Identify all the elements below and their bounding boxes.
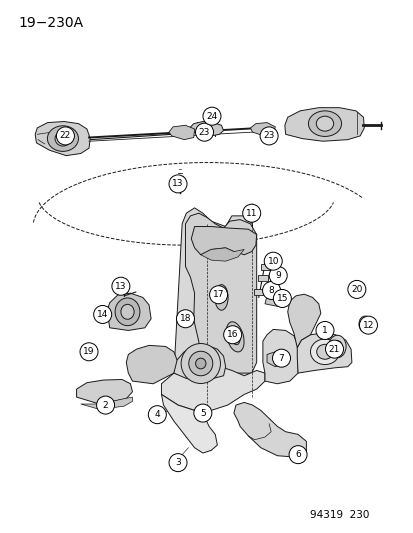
- Polygon shape: [189, 122, 223, 136]
- Polygon shape: [161, 394, 217, 453]
- FancyBboxPatch shape: [254, 289, 263, 295]
- Polygon shape: [262, 329, 297, 384]
- Ellipse shape: [316, 344, 332, 359]
- Text: 4: 4: [154, 410, 160, 419]
- Circle shape: [93, 305, 112, 324]
- Polygon shape: [287, 294, 320, 348]
- Text: 20: 20: [350, 285, 362, 294]
- Ellipse shape: [358, 316, 370, 332]
- Polygon shape: [297, 333, 351, 373]
- Polygon shape: [169, 125, 194, 140]
- Polygon shape: [250, 123, 275, 136]
- Text: 19−230A: 19−230A: [18, 16, 83, 30]
- Text: 13: 13: [115, 282, 126, 290]
- Circle shape: [273, 289, 291, 308]
- Circle shape: [263, 252, 282, 270]
- Circle shape: [259, 127, 278, 145]
- Polygon shape: [76, 379, 132, 404]
- Ellipse shape: [47, 126, 78, 151]
- Text: 17: 17: [212, 290, 224, 299]
- Polygon shape: [266, 352, 283, 367]
- Ellipse shape: [214, 285, 228, 310]
- Ellipse shape: [316, 116, 333, 131]
- Circle shape: [169, 454, 187, 472]
- Circle shape: [56, 127, 74, 145]
- Text: 21: 21: [328, 345, 339, 353]
- Circle shape: [169, 175, 187, 193]
- Text: 1: 1: [321, 326, 327, 335]
- Text: 23: 23: [263, 132, 274, 140]
- Ellipse shape: [121, 304, 134, 319]
- Circle shape: [288, 446, 306, 464]
- Circle shape: [358, 316, 377, 334]
- Text: 3: 3: [175, 458, 180, 467]
- Circle shape: [148, 406, 166, 424]
- Circle shape: [268, 266, 287, 285]
- Ellipse shape: [188, 351, 212, 376]
- FancyBboxPatch shape: [261, 263, 271, 270]
- Text: 19: 19: [83, 348, 95, 356]
- Circle shape: [202, 107, 221, 125]
- Circle shape: [195, 123, 213, 141]
- Circle shape: [315, 321, 333, 340]
- Circle shape: [272, 349, 290, 367]
- Ellipse shape: [55, 131, 71, 146]
- Text: 22: 22: [59, 132, 71, 140]
- Text: 18: 18: [179, 314, 191, 323]
- Text: 5: 5: [199, 409, 205, 417]
- Polygon shape: [191, 227, 256, 255]
- Polygon shape: [233, 402, 306, 457]
- Ellipse shape: [225, 322, 244, 352]
- Circle shape: [347, 280, 365, 298]
- Circle shape: [176, 310, 194, 328]
- Ellipse shape: [310, 339, 339, 365]
- Text: 9: 9: [275, 271, 280, 280]
- Polygon shape: [200, 248, 244, 261]
- Circle shape: [325, 340, 343, 358]
- Polygon shape: [81, 397, 132, 409]
- Circle shape: [223, 326, 241, 344]
- Text: 16: 16: [226, 330, 238, 339]
- Polygon shape: [107, 293, 151, 330]
- Text: 8: 8: [268, 286, 274, 295]
- Text: 15: 15: [276, 294, 287, 303]
- Polygon shape: [173, 345, 225, 381]
- Ellipse shape: [361, 320, 367, 328]
- Circle shape: [112, 277, 130, 295]
- Ellipse shape: [328, 335, 345, 358]
- Text: 2: 2: [102, 401, 108, 409]
- Text: 6: 6: [294, 450, 300, 459]
- Ellipse shape: [195, 358, 205, 369]
- Ellipse shape: [115, 298, 140, 326]
- Text: 11: 11: [245, 209, 257, 217]
- Text: 94319  230: 94319 230: [309, 510, 368, 520]
- Text: 24: 24: [206, 112, 217, 120]
- Text: 7: 7: [278, 354, 284, 362]
- Polygon shape: [185, 213, 256, 381]
- Text: 14: 14: [97, 310, 108, 319]
- Circle shape: [242, 204, 260, 222]
- Polygon shape: [264, 296, 280, 306]
- Circle shape: [262, 281, 280, 300]
- Polygon shape: [35, 122, 90, 156]
- Text: 10: 10: [267, 257, 278, 265]
- Ellipse shape: [308, 111, 341, 136]
- Polygon shape: [126, 345, 178, 384]
- FancyBboxPatch shape: [257, 275, 267, 281]
- Text: 13: 13: [172, 180, 183, 188]
- Circle shape: [96, 396, 114, 414]
- Polygon shape: [173, 208, 252, 384]
- Polygon shape: [161, 368, 264, 413]
- Text: 12: 12: [362, 321, 373, 329]
- Polygon shape: [284, 108, 363, 141]
- Ellipse shape: [332, 341, 341, 352]
- Ellipse shape: [230, 329, 240, 345]
- Ellipse shape: [180, 343, 220, 383]
- Circle shape: [209, 286, 227, 304]
- Circle shape: [193, 404, 211, 422]
- Circle shape: [80, 343, 98, 361]
- Text: 23: 23: [198, 128, 210, 136]
